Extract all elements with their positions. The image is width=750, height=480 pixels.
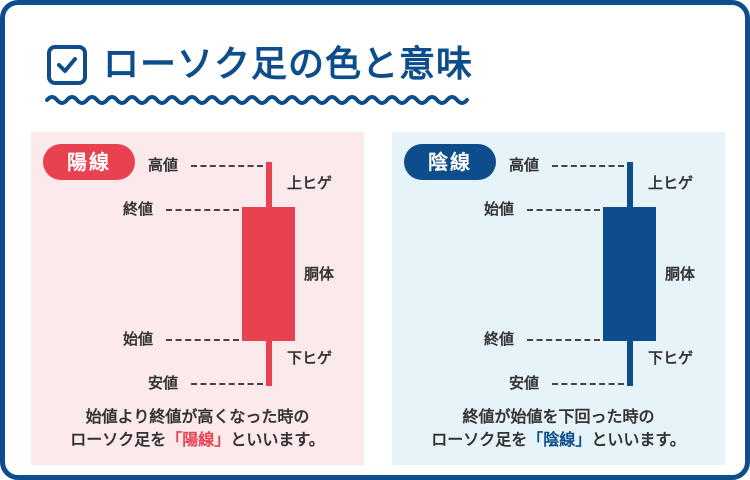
close-label: 終値 <box>484 330 515 348</box>
upper-wick <box>627 162 633 207</box>
low-label: 安値 <box>509 374 540 392</box>
candle-body <box>242 207 295 341</box>
yin-panel: 陰線 高値 始値 終値 安値 上ヒゲ 胴体 下ヒゲ 終値が始値を下回った時の ロ… <box>392 132 725 465</box>
close-dash <box>166 209 239 211</box>
lower-wick <box>266 341 272 386</box>
open-label: 始値 <box>123 330 154 348</box>
close-dash <box>527 339 600 341</box>
open-dash <box>527 209 600 211</box>
lower-wick <box>627 341 633 386</box>
body-label: 胴体 <box>665 265 696 283</box>
high-dash <box>191 165 263 167</box>
caption-line-2: ローソク足を「陽線」といいます。 <box>70 430 325 449</box>
high-dash <box>552 165 624 167</box>
caption-line-2: ローソク足を「陰線」といいます。 <box>431 430 686 449</box>
low-dash <box>191 383 263 385</box>
low-dash <box>552 383 624 385</box>
open-dash <box>166 339 239 341</box>
page-title: ローソク足の色と意味 <box>103 44 474 85</box>
caption-line-1: 終値が始値を下回った時の <box>462 407 655 426</box>
yang-caption: 始値より終値が高くなった時の ローソク足を「陽線」といいます。 <box>31 405 364 451</box>
checkbox-icon <box>47 45 87 85</box>
yin-caption: 終値が始値を下回った時の ローソク足を「陰線」といいます。 <box>392 405 725 451</box>
candle-body <box>603 207 656 341</box>
high-label: 高値 <box>148 156 179 174</box>
low-label: 安値 <box>148 374 179 392</box>
open-label: 始値 <box>484 200 515 218</box>
upper-wick <box>266 162 272 207</box>
yin-badge: 陰線 <box>404 144 496 180</box>
wavy-underline <box>45 95 469 105</box>
high-label: 高値 <box>509 156 540 174</box>
body-label: 胴体 <box>304 265 335 283</box>
yang-badge: 陽線 <box>43 144 135 180</box>
close-label: 終値 <box>123 200 154 218</box>
caption-line-1: 始値より終値が高くなった時の <box>85 407 310 426</box>
caption-highlight: 「陽線」 <box>166 430 231 449</box>
upper-shadow-label: 上ヒゲ <box>648 174 694 192</box>
lower-shadow-label: 下ヒゲ <box>648 349 694 367</box>
upper-shadow-label: 上ヒゲ <box>287 174 333 192</box>
lower-shadow-label: 下ヒゲ <box>287 349 333 367</box>
caption-highlight: 「陰線」 <box>527 430 592 449</box>
yang-panel: 陽線 高値 終値 始値 安値 上ヒゲ 胴体 下ヒゲ 始値より終値が高くなった時の… <box>31 132 364 465</box>
